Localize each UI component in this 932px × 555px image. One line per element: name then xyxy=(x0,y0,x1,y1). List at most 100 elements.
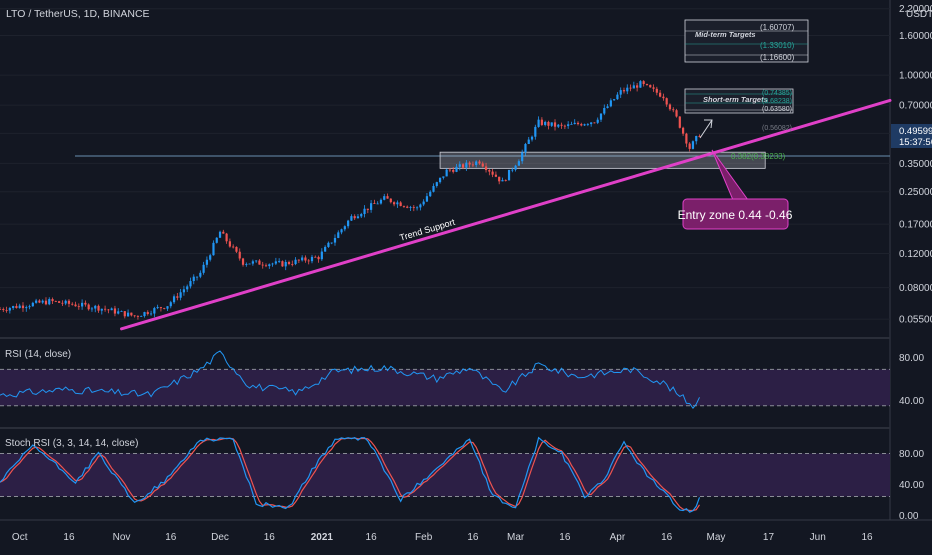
price-tick-label: 1.00000 xyxy=(899,71,932,82)
candle-body xyxy=(103,308,107,310)
last-price-tag: 0.49599 15:37:56 xyxy=(891,124,932,148)
time-axis-label: 16 xyxy=(559,532,571,543)
candle-body xyxy=(534,126,537,137)
candle-body xyxy=(28,306,31,308)
candle-body xyxy=(255,260,258,262)
stoch-pane[interactable] xyxy=(0,436,701,513)
candle-body xyxy=(376,203,379,205)
candle-body xyxy=(271,263,274,265)
candle-body xyxy=(136,316,140,317)
entry-zone-callout[interactable]: Entry zone 0.44 -0.46 xyxy=(678,149,793,230)
stoch-tick-0: 0.00 xyxy=(899,511,919,522)
stoch-tick-80: 80.00 xyxy=(899,449,924,460)
time-axis-label: Apr xyxy=(610,532,626,543)
time-axis-label: May xyxy=(706,532,725,543)
time-axis[interactable]: Oct 16 Nov 16 Dec 16 2021 16 Feb 16 Mar 16 Apr 16 May 1… xyxy=(12,532,873,543)
candle-body xyxy=(81,302,84,307)
time-axis-label: 16 xyxy=(63,532,75,543)
candle-body xyxy=(511,169,514,171)
candle-body xyxy=(659,92,662,97)
price-tick-label: 1.60000 xyxy=(899,31,932,42)
candle-body xyxy=(281,261,284,267)
candle-body xyxy=(301,257,304,261)
candle-body xyxy=(35,300,38,303)
candle-body xyxy=(251,261,254,264)
candle-body xyxy=(195,276,199,278)
rsi-band xyxy=(0,369,890,406)
candle-body xyxy=(166,306,169,309)
candle-body xyxy=(38,300,41,303)
candle-body xyxy=(504,180,507,181)
rsi-pane[interactable] xyxy=(0,350,700,410)
candle-body xyxy=(284,261,287,267)
candle-body xyxy=(491,171,494,175)
candle-body xyxy=(415,207,419,209)
candle-body xyxy=(527,139,530,145)
time-axis-label: Dec xyxy=(211,532,229,543)
candle-body xyxy=(576,122,580,125)
candle-body xyxy=(291,263,294,265)
price-unit: USDT xyxy=(906,9,932,20)
candle-body xyxy=(172,296,176,303)
candle-body xyxy=(688,143,691,149)
fib-level-382: 0.382(0.38233) xyxy=(731,152,786,161)
trend-support-line[interactable] xyxy=(120,98,892,331)
candle-body xyxy=(107,309,110,311)
candle-body xyxy=(153,308,156,314)
candle-body xyxy=(8,308,11,311)
candle-body xyxy=(478,161,481,164)
short-term-level-3: (0.63580) xyxy=(762,106,792,113)
short-term-targets[interactable]: Short-erm Targets (0.74385) (0.68238) (0… xyxy=(684,88,794,114)
candle-body xyxy=(87,304,90,310)
candle-body xyxy=(475,161,478,165)
candle-body xyxy=(366,208,369,210)
candle-body xyxy=(169,302,172,307)
candle-body xyxy=(268,264,271,267)
price-axis[interactable] xyxy=(890,0,932,550)
time-axis-label: 17 xyxy=(763,532,775,543)
candle-body xyxy=(140,316,143,317)
candle-body xyxy=(517,161,520,166)
candle-body xyxy=(429,191,432,197)
candle-body xyxy=(123,311,126,317)
candle-body xyxy=(678,116,681,128)
countdown: 15:37:56 xyxy=(899,137,932,148)
candle-body xyxy=(392,202,396,205)
candle-body xyxy=(619,90,622,95)
candle-body xyxy=(481,163,484,167)
mid-term-level-3: (1.16600) xyxy=(760,53,795,62)
candle-body xyxy=(501,180,504,182)
candle-body xyxy=(71,303,74,305)
time-axis-label: 16 xyxy=(661,532,673,543)
candles[interactable] xyxy=(0,80,701,320)
candle-body xyxy=(550,122,553,126)
candle-body xyxy=(340,229,343,233)
candle-body xyxy=(156,307,159,309)
mid-term-targets[interactable]: Mid-term Targets (1.60707) (1.33010) (1.… xyxy=(684,19,809,63)
candle-body xyxy=(330,242,333,244)
price-tick-label: 0.35000 xyxy=(899,159,932,170)
candle-body xyxy=(419,204,422,208)
candle-body xyxy=(126,312,130,317)
price-tick-label: 2.20000 xyxy=(899,4,932,15)
candle-body xyxy=(261,264,264,266)
candle-body xyxy=(64,300,67,304)
stoch-k-line[interactable] xyxy=(0,436,701,513)
candle-body xyxy=(264,265,268,267)
candle-body xyxy=(547,121,550,126)
candle-body xyxy=(77,306,80,308)
candle-body xyxy=(448,169,452,171)
candle-body xyxy=(583,124,586,126)
rsi-line[interactable] xyxy=(0,350,700,410)
candle-body xyxy=(324,246,327,252)
candle-body xyxy=(363,208,366,215)
candle-body xyxy=(274,261,277,264)
candle-body xyxy=(97,305,100,311)
stoch-band xyxy=(0,453,890,497)
candle-body xyxy=(455,166,458,172)
candle-body xyxy=(58,301,61,303)
candle-body xyxy=(360,214,363,217)
candle-body xyxy=(685,133,688,144)
candle-body xyxy=(530,136,534,140)
